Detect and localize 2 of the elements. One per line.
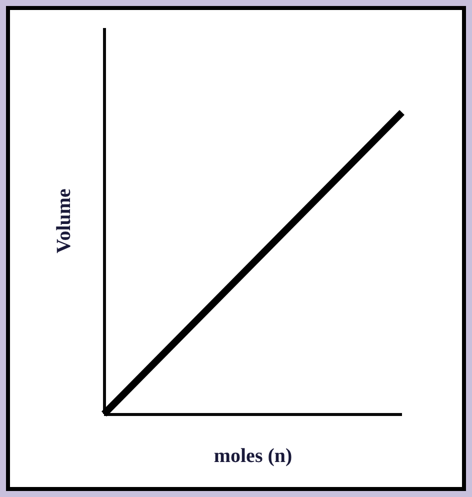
y-axis-title: Volume xyxy=(53,188,75,254)
x-axis-title: moles (n) xyxy=(214,445,292,467)
